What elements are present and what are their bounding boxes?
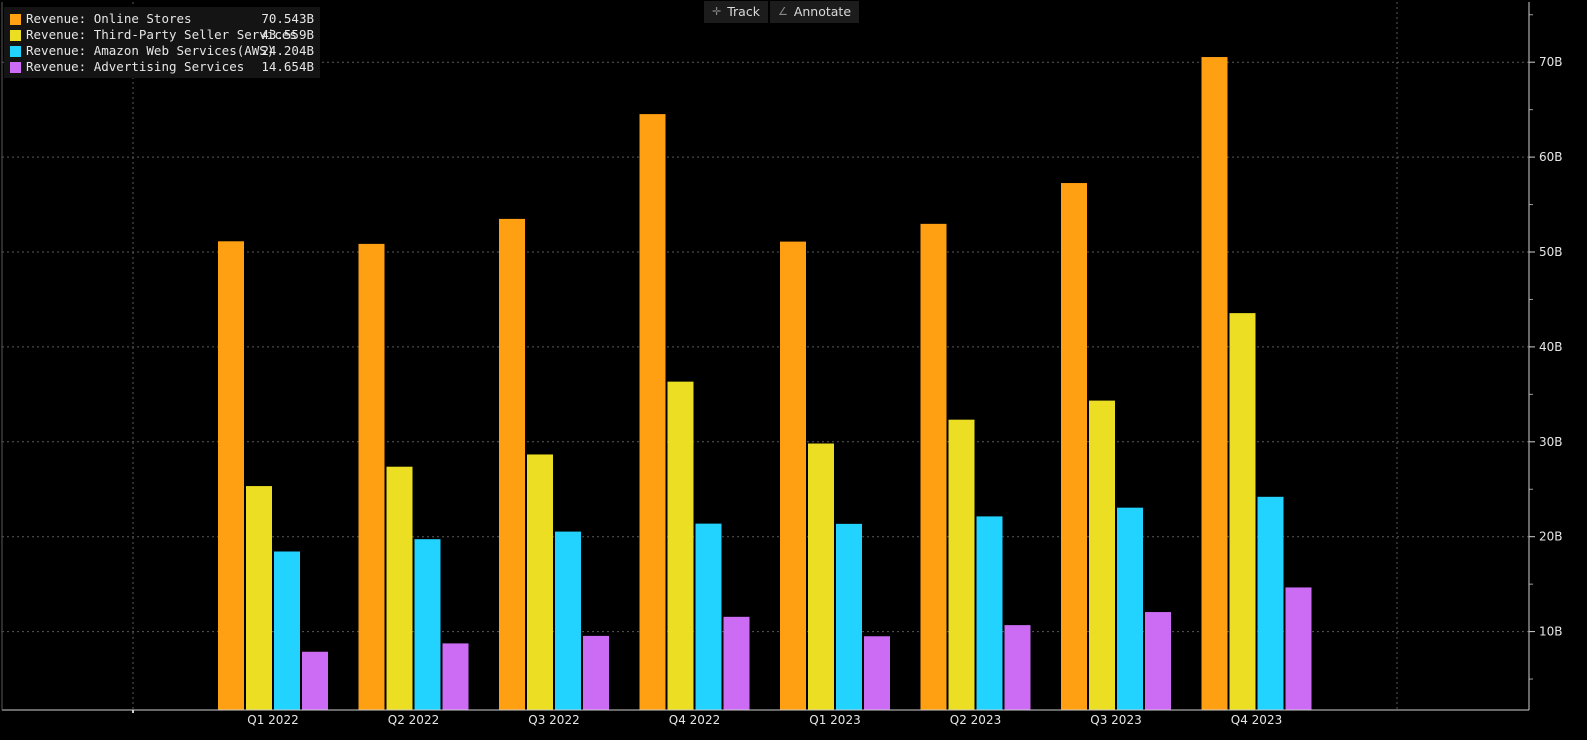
y-tick-label: 30B (1539, 435, 1563, 449)
annotate-label: Annotate (793, 4, 852, 19)
bar (302, 651, 328, 710)
x-tick-label: Q3 2022 (528, 713, 579, 727)
legend-swatch (10, 13, 21, 25)
bar (976, 516, 1003, 710)
bar (499, 218, 525, 710)
bar (864, 636, 890, 710)
bar (1257, 496, 1284, 710)
bars (218, 57, 1312, 711)
legend-series-value: 24.204B (261, 43, 314, 58)
track-button[interactable]: ✛ Track (704, 1, 768, 23)
bar (274, 551, 300, 710)
bar (358, 243, 385, 710)
track-label: Track (727, 4, 760, 19)
legend-swatch (10, 45, 21, 57)
chart-toolbar: ✛ Track ∠ Annotate (704, 1, 860, 23)
x-tick-label: Q4 2023 (1231, 713, 1282, 727)
axes: 10B 20B 30B 40B 50B 60B 70B Q1 2022 Q2 2022 Q3 20… (1, 2, 1563, 727)
y-tick-label: 20B (1539, 530, 1563, 544)
y-tick-label: 60B (1539, 150, 1563, 164)
bar (695, 523, 722, 710)
bar (780, 241, 806, 711)
y-tick-label: 70B (1539, 55, 1563, 69)
bar (555, 531, 581, 710)
bar (414, 539, 441, 710)
legend-item: Revenue: Online Stores 70.543B (10, 11, 314, 27)
legend: Revenue: Online Stores 70.543B Revenue: Th… (4, 7, 320, 78)
x-tick-label: Q2 2022 (388, 713, 439, 727)
legend-item: Revenue: Amazon Web Services(AWS) 24.204B (10, 43, 314, 59)
y-tick-label: 50B (1539, 245, 1563, 259)
bar (1089, 400, 1115, 710)
crosshair-icon: ✛ (712, 5, 722, 18)
bar (920, 223, 947, 710)
bar (218, 241, 244, 710)
x-tick-label: Q4 2022 (669, 713, 720, 727)
bar (1061, 183, 1087, 711)
bar (639, 114, 666, 710)
bar (1201, 57, 1228, 710)
legend-series-name: Revenue: Online Stores (26, 11, 192, 26)
bar (527, 454, 553, 710)
legend-series-name: Revenue: Advertising Services (26, 59, 245, 74)
pencil-icon: ∠ (777, 5, 788, 18)
legend-series-name: Revenue: Third-Party Seller Services (26, 27, 297, 42)
legend-series-name: Revenue: Amazon Web Services(AWS) (26, 43, 275, 58)
y-tick-label: 10B (1539, 625, 1563, 639)
bar (1145, 612, 1171, 710)
x-tick-label: Q2 2023 (950, 713, 1001, 727)
bar (808, 443, 834, 710)
x-tick-label: Q3 2023 (1090, 713, 1141, 727)
bar (836, 523, 862, 710)
annotate-button[interactable]: ∠ Annotate (769, 1, 860, 23)
x-tick-label: Q1 2023 (809, 713, 860, 727)
bar (1004, 625, 1031, 710)
legend-swatch (10, 61, 21, 73)
legend-series-value: 43.559B (261, 27, 314, 42)
bar (1229, 313, 1256, 710)
legend-series-value: 70.543B (261, 11, 314, 26)
y-tick-label: 40B (1539, 340, 1563, 354)
legend-swatch (10, 29, 21, 41)
grid-lines (2, 2, 1529, 710)
bar (442, 643, 469, 710)
bar (948, 419, 975, 710)
legend-item: Revenue: Third-Party Seller Services 43.5… (10, 27, 314, 43)
legend-item: Revenue: Advertising Services 14.654B (10, 59, 314, 75)
x-tick-label: Q1 2022 (247, 713, 298, 727)
bar (583, 635, 609, 710)
legend-series-value: 14.654B (261, 59, 314, 74)
bar (1285, 587, 1312, 710)
bar (246, 486, 272, 710)
bar (723, 616, 750, 710)
bar (386, 466, 413, 710)
bar (1117, 507, 1143, 710)
bar (667, 381, 694, 710)
